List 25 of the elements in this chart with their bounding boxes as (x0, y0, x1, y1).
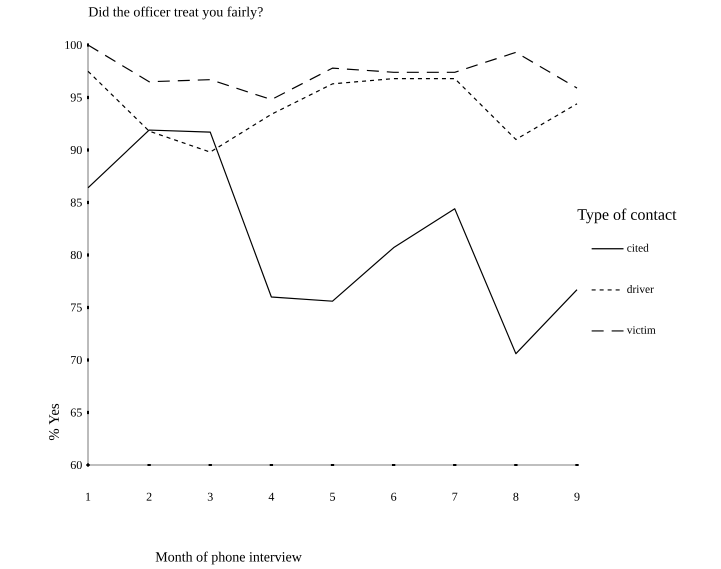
legend-title: Type of contact (578, 208, 676, 224)
x-tick-label: 3 (208, 492, 213, 501)
y-tick-label: 70 (71, 356, 82, 364)
y-tick-label: 85 (70, 198, 82, 207)
x-tick-label: 7 (452, 492, 458, 501)
legend-label: cited (627, 244, 649, 252)
x-tick-label: 2 (146, 492, 152, 501)
x-axis-title: Month of phone interview (156, 552, 302, 564)
chart-title: Did the officer treat you fairly? (88, 6, 263, 20)
y-tick-label: 80 (70, 250, 82, 260)
y-tick-label: 100 (65, 40, 82, 50)
y-tick-label: 75 (71, 304, 82, 312)
x-tick-label: 6 (391, 492, 396, 501)
x-tick-label: 9 (574, 492, 580, 501)
y-tick-label: 60 (70, 460, 82, 470)
y-tick-label: 65 (70, 408, 82, 417)
x-tick-label: 5 (330, 492, 336, 501)
x-tick-label: 4 (268, 492, 274, 501)
y-tick-label: 95 (70, 93, 82, 102)
y-tick-label: 90 (70, 146, 82, 154)
y-axis-title: % Yes (49, 404, 59, 440)
x-tick-label: 8 (513, 492, 518, 501)
legend-label: driver (627, 285, 654, 293)
x-tick-label: 1 (86, 492, 90, 501)
legend-label: victim (626, 326, 656, 334)
